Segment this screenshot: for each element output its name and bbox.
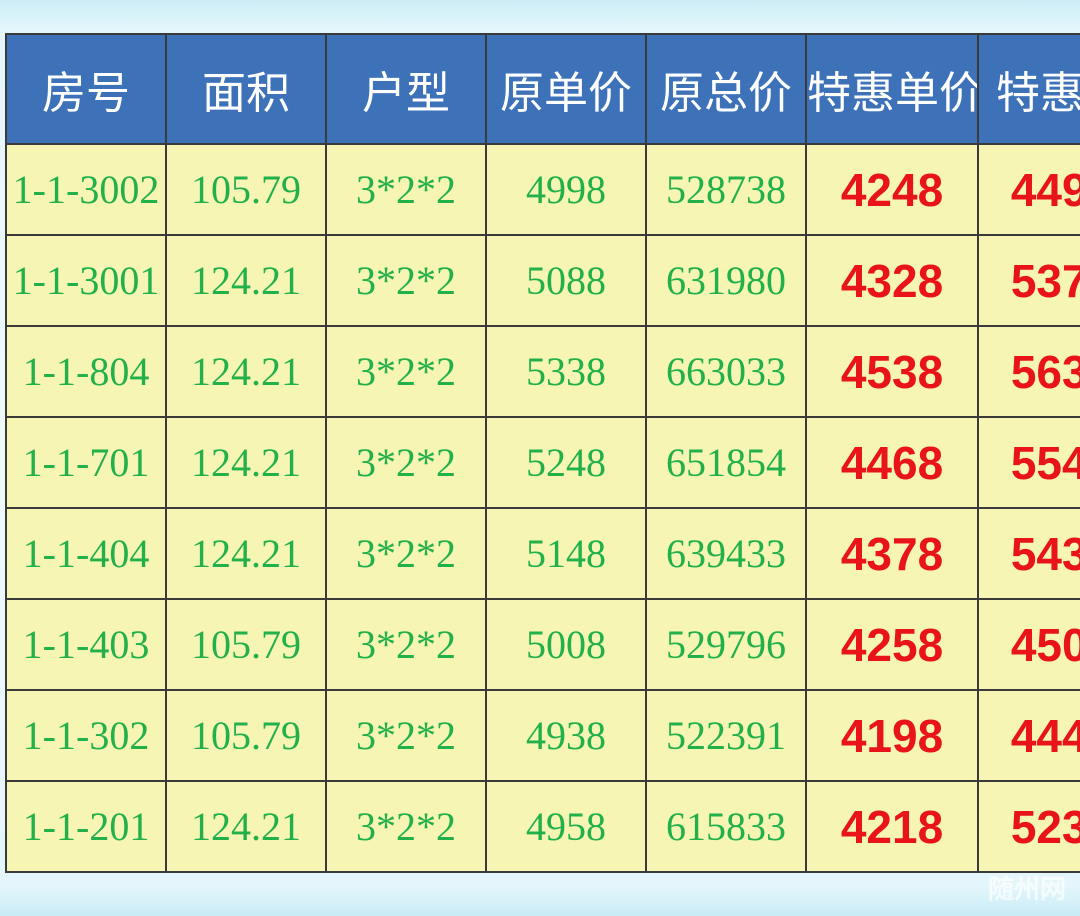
table-cell: 528738 (645, 143, 807, 236)
table-cell: 1-1-302 (5, 689, 167, 782)
table-cell: 4441 (977, 689, 1080, 782)
table-cell: 5008 (485, 598, 647, 691)
watermark: 随州网 (987, 874, 1066, 904)
table-cell: 4218 (805, 780, 979, 873)
table-cell: 529796 (645, 598, 807, 691)
header-cell: 房号 (5, 33, 167, 145)
table-cell: 3*2*2 (325, 234, 487, 327)
table-cell: 3*2*2 (325, 598, 487, 691)
table-wrap: 房号面积户型原单价原总价特惠单价特惠总 1-1-3002105.793*2*24… (5, 33, 1080, 886)
header-row: 房号面积户型原单价原总价特惠单价特惠总 (5, 33, 1080, 145)
table-cell: 5148 (485, 507, 647, 600)
table-cell: 3*2*2 (325, 325, 487, 418)
table-cell: 5088 (485, 234, 647, 327)
table-cell: 4248 (805, 143, 979, 236)
table-cell: 631980 (645, 234, 807, 327)
table-cell: 4958 (485, 780, 647, 873)
header-cell: 特惠总 (977, 33, 1080, 145)
table-cell: 124.21 (165, 416, 327, 509)
header-cell: 户型 (325, 33, 487, 145)
table-cell: 4378 (805, 507, 979, 600)
header-cell: 特惠单价 (805, 33, 979, 145)
table-cell: 651854 (645, 416, 807, 509)
table-cell: 105.79 (165, 143, 327, 236)
table-cell: 3*2*2 (325, 780, 487, 873)
table-cell: 4998 (485, 143, 647, 236)
table-cell: 105.79 (165, 598, 327, 691)
table-cell: 5248 (485, 416, 647, 509)
header-cell: 原单价 (485, 33, 647, 145)
table-cell: 4198 (805, 689, 979, 782)
table-cell: 615833 (645, 780, 807, 873)
table-body: 1-1-3002105.793*2*24998528738424844931-1… (5, 143, 1080, 873)
table-cell: 1-1-701 (5, 416, 167, 509)
table-cell: 1-1-201 (5, 780, 167, 873)
table-cell: 1-1-403 (5, 598, 167, 691)
table-cell: 522391 (645, 689, 807, 782)
table-cell: 663033 (645, 325, 807, 418)
table-cell: 4538 (805, 325, 979, 418)
price-table: 房号面积户型原单价原总价特惠单价特惠总 1-1-3002105.793*2*24… (5, 33, 1080, 873)
table-cell: 3*2*2 (325, 143, 487, 236)
table-cell: 4258 (805, 598, 979, 691)
table-cell: 5636 (977, 325, 1080, 418)
table-cell: 1-1-404 (5, 507, 167, 600)
table-cell: 124.21 (165, 780, 327, 873)
table-cell: 5375 (977, 234, 1080, 327)
table-cell: 4468 (805, 416, 979, 509)
table-cell: 4328 (805, 234, 979, 327)
table-cell: 639433 (645, 507, 807, 600)
table-cell: 5338 (485, 325, 647, 418)
table-cell: 105.79 (165, 689, 327, 782)
table-cell: 4938 (485, 689, 647, 782)
table-cell: 124.21 (165, 325, 327, 418)
table-cell: 1-1-3001 (5, 234, 167, 327)
table-cell: 5437 (977, 507, 1080, 600)
table-cell: 3*2*2 (325, 416, 487, 509)
table-cell: 3*2*2 (325, 689, 487, 782)
header-cell: 原总价 (645, 33, 807, 145)
table-cell: 1-1-3002 (5, 143, 167, 236)
table-cell: 124.21 (165, 507, 327, 600)
table-cell: 4504 (977, 598, 1080, 691)
table-cell: 5239 (977, 780, 1080, 873)
header-cell: 面积 (165, 33, 327, 145)
table-cell: 124.21 (165, 234, 327, 327)
table-cell: 5549 (977, 416, 1080, 509)
table-cell: 4493 (977, 143, 1080, 236)
table-cell: 3*2*2 (325, 507, 487, 600)
table-cell: 1-1-804 (5, 325, 167, 418)
